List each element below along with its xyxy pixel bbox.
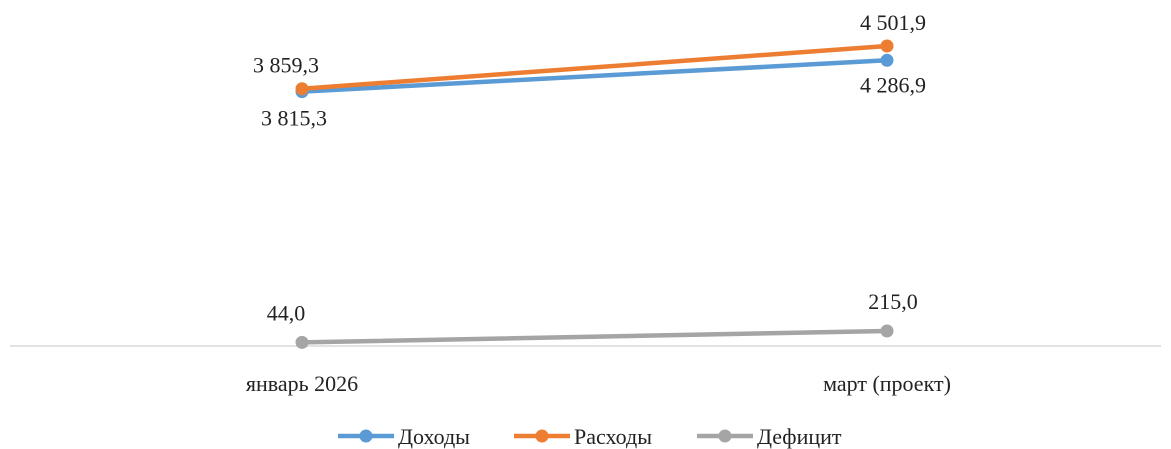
legend-label-1: Расходы [574,424,652,449]
data-point-2-1 [880,324,894,338]
legend-label-0: Доходы [398,424,470,449]
data-label-2-0: 44,0 [267,300,306,325]
data-label-0-1: 4 286,9 [860,72,926,97]
legend-marker-0 [359,429,373,443]
data-label-1-0: 3 859,3 [253,53,319,78]
legend-item-1: Расходы [514,424,652,449]
data-point-0-1 [880,53,894,67]
data-label-2-1: 215,0 [868,289,918,314]
series-line-1 [299,43,890,91]
data-labels-layer: 3 815,3 4 286,9 3 859,3 4 501,9 44,0 215,0 [253,10,926,325]
data-point-1-1 [880,39,894,53]
legend-marker-1 [535,429,549,443]
data-point-2-0 [295,335,309,349]
series-layer [295,39,894,349]
x-tick-label-0: январь 2026 [246,371,358,396]
legend-label-2: Дефицит [757,424,842,449]
series-line-2 [299,328,890,345]
series-line-0 [299,58,890,94]
legend-item-0: Доходы [338,424,470,449]
x-tick-label-1: март (проект) [823,371,951,396]
legend-item-2: Дефицит [697,424,842,449]
data-label-1-1: 4 501,9 [860,10,926,35]
legend: Доходы Расходы Дефицит [338,424,842,449]
x-tick-labels: январь 2026 март (проект) [246,371,951,396]
legend-marker-2 [718,429,732,443]
data-point-1-0 [295,82,309,96]
data-label-0-0: 3 815,3 [261,106,327,131]
